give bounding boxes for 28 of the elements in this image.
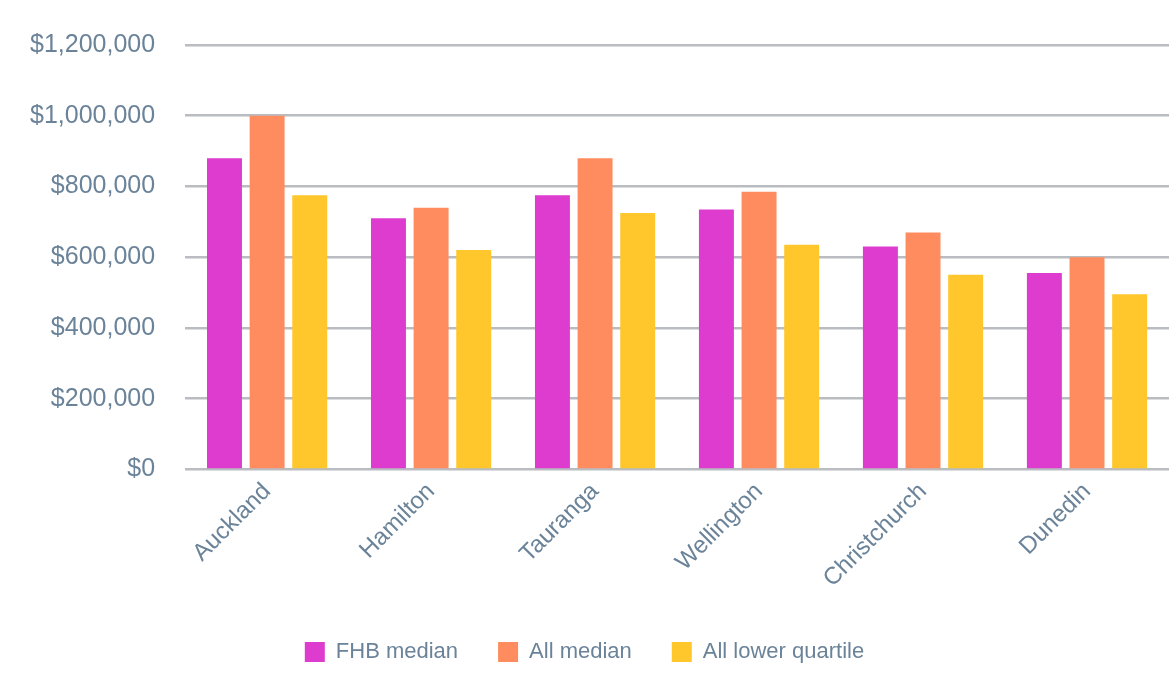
legend-label: All lower quartile [702,638,865,664]
y-tick-label: $1,200,000 [30,28,156,57]
bar [1112,294,1148,469]
bar [948,274,984,469]
bar [577,158,613,469]
bar [413,207,449,469]
y-tick-label: $600,000 [50,241,156,270]
y-tick-label: $400,000 [50,311,156,340]
legend-label: All median [529,638,632,664]
bar [698,209,734,469]
y-tick-label: $1,000,000 [30,99,156,128]
y-tick-label: $200,000 [50,382,156,411]
bar [534,195,570,469]
bar [1069,257,1105,469]
bar [620,212,656,469]
bar [207,158,242,469]
bar [1026,273,1062,469]
bar [292,195,328,469]
bar [905,232,941,469]
bar [784,244,820,469]
bar [862,246,898,469]
legend-label: FHB median [335,638,459,664]
bar [249,115,285,469]
bar [456,250,492,469]
bar [370,218,406,469]
y-tick-label: $800,000 [50,170,156,199]
bar [741,191,777,469]
y-tick-label: $0 [127,453,156,482]
